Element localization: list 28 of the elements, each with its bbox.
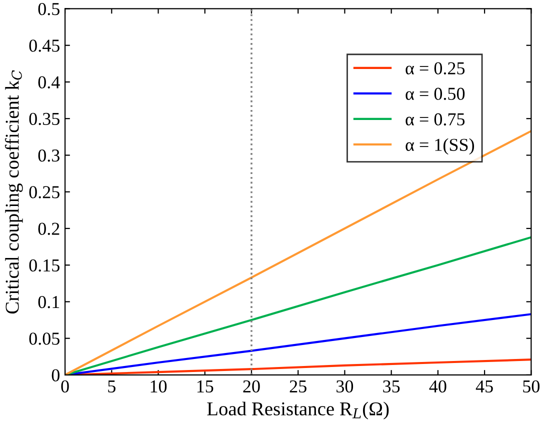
- legend-label: α = 0.75: [406, 113, 465, 126]
- x-tick-label: 25: [290, 380, 306, 393]
- y-tick-label: 0.15: [29, 259, 60, 272]
- y-tick-label: 0.2: [38, 222, 60, 235]
- x-tick-label: 10: [150, 380, 167, 393]
- y-tick-label: 0.35: [29, 112, 60, 126]
- x-tick-label: 5: [108, 380, 116, 393]
- x-tick-label: 0: [61, 380, 69, 393]
- y-tick-label: 0.1: [38, 296, 60, 308]
- x-axis-title: Load Resistance R$_{L}$(Ω): [207, 402, 389, 420]
- y-tick-label: 0.4: [38, 76, 60, 88]
- y-tick-label: 0.25: [29, 186, 60, 198]
- y-tick-label: 0.5: [38, 2, 60, 16]
- legend-label: α = 1(SS): [406, 138, 474, 155]
- x-tick-label: 50: [523, 380, 540, 393]
- y-axis-title: Critical coupling coefficient k$_{C}$: [4, 70, 23, 314]
- y-tick-label: 0.05: [29, 332, 60, 345]
- y-tick-label: 0: [52, 369, 60, 382]
- x-tick-label: 30: [336, 380, 354, 393]
- legend-label: α = 0.50: [406, 88, 465, 100]
- y-tick-label: 0.45: [29, 40, 60, 52]
- legend-label: α = 0.25: [406, 62, 465, 74]
- x-tick-label: 20: [243, 380, 260, 393]
- x-tick-label: 40: [429, 380, 446, 393]
- x-tick-label: 45: [476, 380, 493, 393]
- y-tick-label: 0.3: [38, 149, 60, 162]
- x-tick-label: 35: [383, 380, 400, 393]
- x-tick-label: 15: [197, 380, 214, 393]
